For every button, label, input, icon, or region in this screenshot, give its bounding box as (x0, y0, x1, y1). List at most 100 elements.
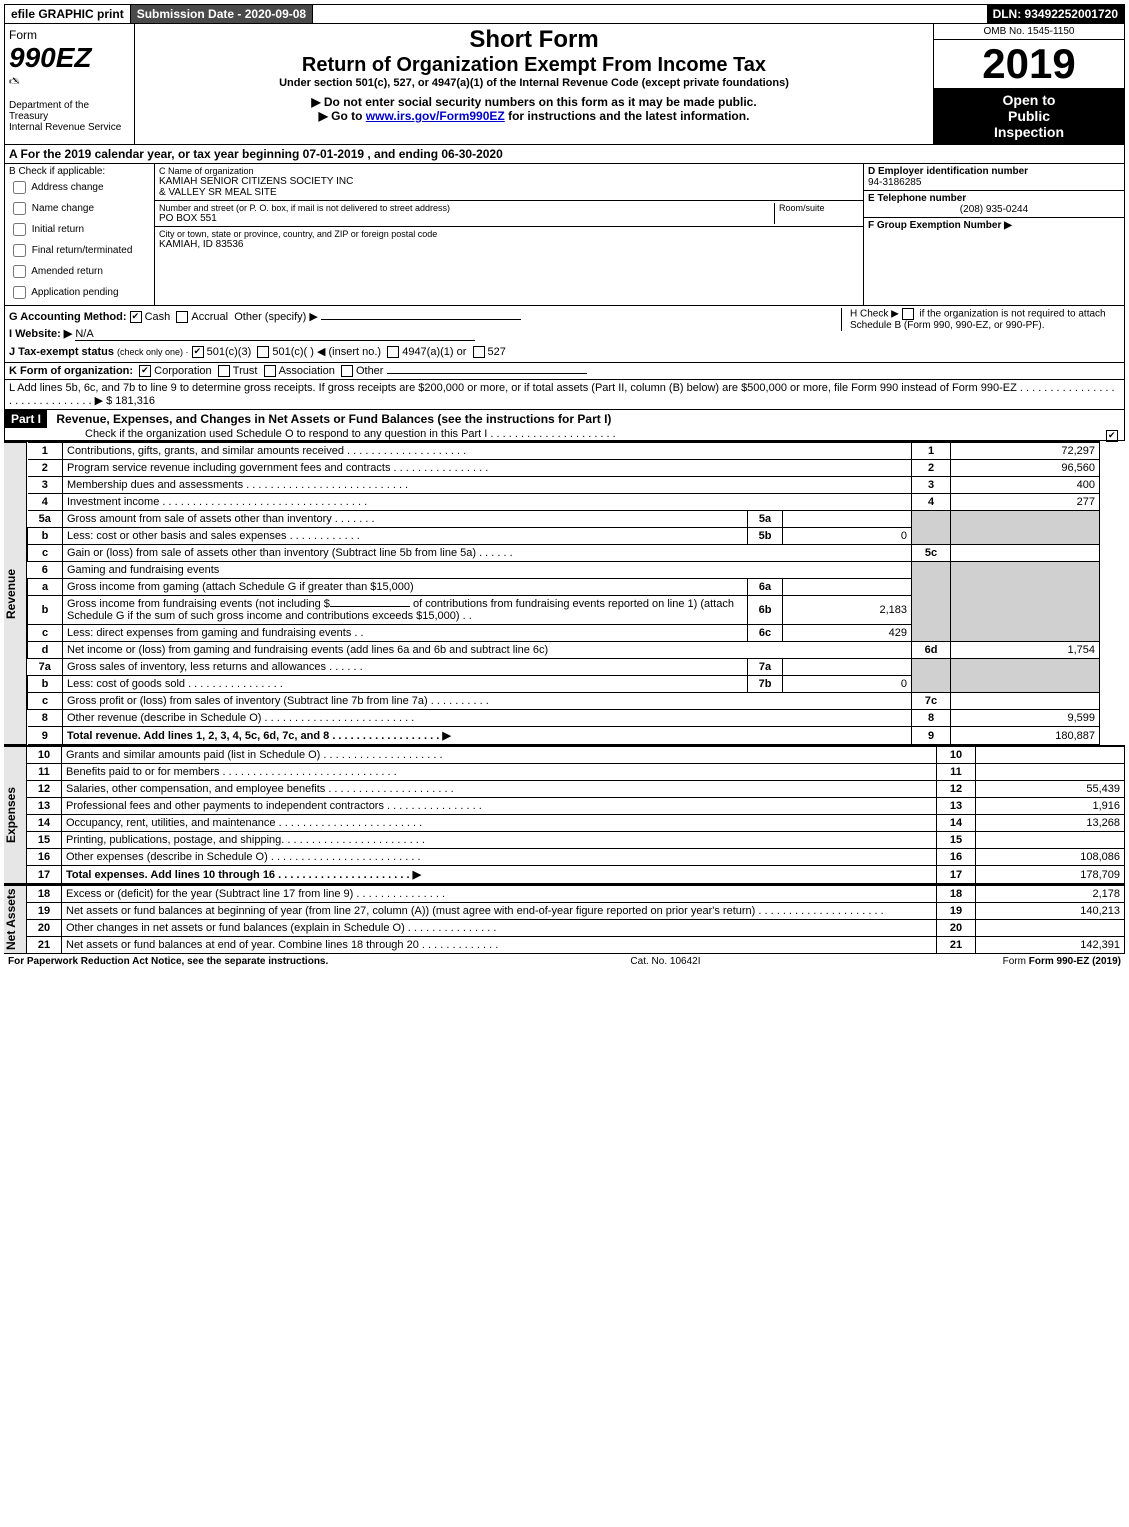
j-501c-check[interactable] (257, 346, 269, 358)
goto-prefix: ▶ Go to (319, 109, 366, 123)
l-amount: 181,316 (115, 395, 155, 407)
g-cash: Cash (145, 311, 171, 323)
netassets-table: 18Excess or (deficit) for the year (Subt… (27, 885, 1125, 954)
c-street-label: Number and street (or P. O. box, if mail… (159, 203, 774, 213)
org-name-2: & VALLEY SR MEAL SITE (159, 187, 859, 198)
row-14: 14Occupancy, rent, utilities, and mainte… (27, 815, 1125, 832)
row-18: 18Excess or (deficit) for the year (Subt… (27, 886, 1125, 903)
chk-initial-return[interactable]: Initial return (9, 219, 150, 240)
row-12: 12Salaries, other compensation, and empl… (27, 781, 1125, 798)
j-527: 527 (488, 346, 506, 358)
expenses-tab: Expenses (4, 746, 27, 884)
footer-mid: Cat. No. 10642I (630, 956, 700, 967)
part1-check-line: Check if the organization used Schedule … (85, 428, 616, 440)
goto-link[interactable]: www.irs.gov/Form990EZ (366, 109, 505, 123)
part1-schedule-o-check[interactable] (1106, 430, 1118, 442)
top-bar: efile GRAPHIC print Submission Date - 20… (4, 4, 1125, 24)
revenue-table: 1Contributions, gifts, grants, and simil… (27, 442, 1100, 745)
h-checkbox[interactable] (902, 308, 914, 320)
g-label: G Accounting Method: (9, 311, 127, 323)
row-17: 17Total expenses. Add lines 10 through 1… (27, 866, 1125, 884)
section-c: C Name of organization KAMIAH SENIOR CIT… (155, 164, 864, 305)
open-1: Open to (938, 92, 1120, 108)
efile-label: efile GRAPHIC print (5, 5, 131, 23)
l-text: L Add lines 5b, 6c, and 7b to line 9 to … (9, 382, 1115, 407)
expenses-section: Expenses 10Grants and similar amounts pa… (4, 745, 1125, 884)
org-city: KAMIAH, ID 83536 (159, 239, 859, 250)
form-number: 990EZ (9, 42, 130, 74)
k-corp: Corporation (154, 365, 211, 377)
j-501c3-check[interactable] (192, 346, 204, 358)
row-7c: cGross profit or (loss) from sales of in… (28, 693, 1100, 710)
row-6: 6Gaming and fundraising events (28, 562, 1100, 579)
title-col: Short Form Return of Organization Exempt… (135, 24, 934, 144)
form-word: Form (9, 28, 130, 42)
goto-line: ▶ Go to www.irs.gov/Form990EZ for instru… (145, 109, 923, 123)
c-city-label: City or town, state or province, country… (159, 229, 859, 239)
ssn-warning: ▶ Do not enter social security numbers o… (145, 95, 923, 109)
d-ein-label: D Employer identification number (868, 166, 1120, 177)
chk-name-change[interactable]: Name change (9, 198, 150, 219)
k-other-input[interactable] (387, 373, 587, 374)
j-527-check[interactable] (473, 346, 485, 358)
meta-box: H Check ▶ if the organization is not req… (4, 306, 1125, 363)
part1-header-row: Part I Revenue, Expenses, and Changes in… (4, 410, 1125, 441)
goto-suffix: for instructions and the latest informat… (508, 109, 749, 123)
j-501c3: 501(c)(3) (207, 346, 252, 358)
g-accrual-check[interactable] (176, 311, 188, 323)
chk-address-change[interactable]: Address change (9, 177, 150, 198)
dln: DLN: 93492252001720 (987, 5, 1124, 23)
section-b: B Check if applicable: Address change Na… (5, 164, 155, 305)
row-16: 16Other expenses (describe in Schedule O… (27, 849, 1125, 866)
g-cash-check[interactable] (130, 311, 142, 323)
6b-amount-input[interactable] (330, 606, 410, 607)
chk-application-pending[interactable]: Application pending (9, 282, 150, 303)
j-4947-check[interactable] (387, 346, 399, 358)
omb-number: OMB No. 1545-1150 (934, 24, 1124, 40)
part1-title: Revenue, Expenses, and Changes in Net As… (50, 410, 617, 428)
k-other: Other (356, 365, 384, 377)
chk-amended-return[interactable]: Amended return (9, 261, 150, 282)
row-8: 8Other revenue (describe in Schedule O) … (28, 710, 1100, 727)
footer-left: For Paperwork Reduction Act Notice, see … (8, 956, 328, 967)
open-3: Inspection (938, 124, 1120, 140)
footer-right: Form Form 990-EZ (2019) (1003, 956, 1121, 967)
period-row: A For the 2019 calendar year, or tax yea… (4, 145, 1125, 164)
return-title: Return of Organization Exempt From Incom… (145, 54, 923, 77)
chk-final-return[interactable]: Final return/terminated (9, 240, 150, 261)
k-other-check[interactable] (341, 365, 353, 377)
under-section: Under section 501(c), 527, or 4947(a)(1)… (145, 77, 923, 89)
part1-badge: Part I (5, 410, 47, 428)
row-10: 10Grants and similar amounts paid (list … (27, 747, 1125, 764)
line-l: L Add lines 5b, 6c, and 7b to line 9 to … (4, 380, 1125, 410)
form-number-col: Form 990EZ 🖎 Department of the Treasury … (5, 24, 135, 144)
row-5a: 5aGross amount from sale of assets other… (28, 511, 1100, 528)
row-15: 15Printing, publications, postage, and s… (27, 832, 1125, 849)
open-to-public: Open to Public Inspection (934, 88, 1124, 144)
k-assoc-check[interactable] (264, 365, 276, 377)
tax-year: 2019 (934, 40, 1124, 88)
page-footer: For Paperwork Reduction Act Notice, see … (4, 954, 1125, 969)
f-group-label: F Group Exemption Number ▶ (868, 220, 1120, 231)
org-street: PO BOX 551 (159, 213, 774, 224)
year-col: OMB No. 1545-1150 2019 Open to Public In… (934, 24, 1124, 144)
row-21: 21Net assets or fund balances at end of … (27, 937, 1125, 954)
dept-treasury: Department of the Treasury (9, 100, 130, 122)
short-form-title: Short Form (145, 26, 923, 54)
row-19: 19Net assets or fund balances at beginni… (27, 903, 1125, 920)
k-corp-check[interactable] (139, 365, 151, 377)
e-tel-label: E Telephone number (868, 193, 1120, 204)
g-other-input[interactable] (321, 319, 521, 320)
print-link[interactable]: print (97, 7, 124, 21)
line-k: K Form of organization: Corporation Trus… (4, 363, 1125, 380)
k-label: K Form of organization: (9, 365, 133, 377)
expenses-table: 10Grants and similar amounts paid (list … (27, 746, 1125, 884)
netassets-section: Net Assets 18Excess or (deficit) for the… (4, 884, 1125, 954)
j-label: J Tax-exempt status (9, 346, 114, 358)
row-11: 11Benefits paid to or for members . . . … (27, 764, 1125, 781)
k-trust-check[interactable] (218, 365, 230, 377)
revenue-section: Revenue 1Contributions, gifts, grants, a… (4, 441, 1100, 745)
b-title: B Check if applicable: (9, 166, 150, 177)
section-d-e-f: D Employer identification number 94-3186… (864, 164, 1124, 305)
form-header: Form 990EZ 🖎 Department of the Treasury … (4, 24, 1125, 145)
